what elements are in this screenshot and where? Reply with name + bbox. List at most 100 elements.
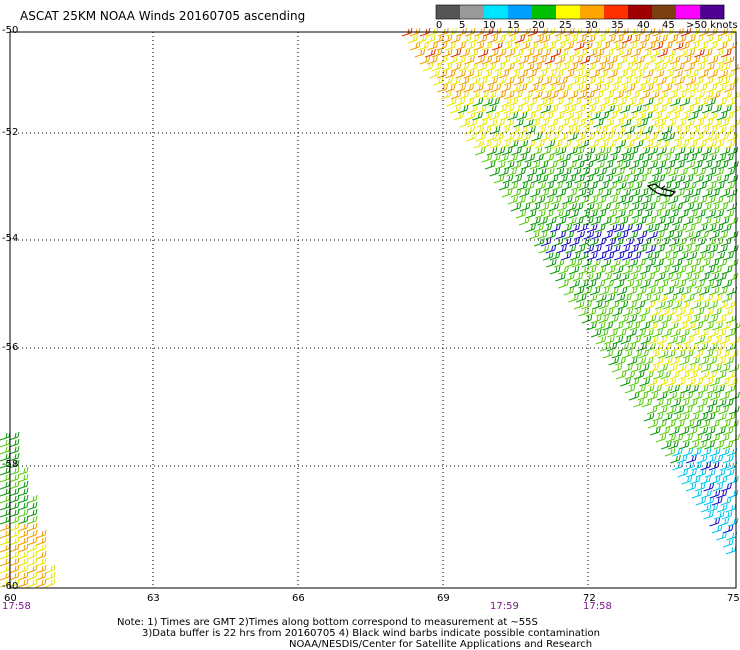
wind-barb [409, 41, 421, 51]
wind-barb [0, 550, 11, 560]
wind-barb [600, 258, 612, 268]
wind-barb [643, 370, 654, 380]
wind-barb [684, 62, 696, 72]
wind-barb [437, 83, 448, 93]
wind-barb [675, 34, 687, 44]
wind-barb [474, 146, 486, 156]
wind-barb [557, 76, 568, 86]
wind-barb [559, 62, 570, 72]
wind-barb [617, 216, 629, 226]
wind-barb [681, 314, 693, 324]
wind-barb [709, 419, 720, 429]
wind-barb [562, 195, 573, 205]
wind-barb [512, 132, 524, 142]
wind-barb [642, 83, 654, 93]
wind-barb [536, 69, 548, 79]
wind-barb [583, 244, 595, 254]
wind-barb [44, 564, 56, 574]
wind-barb [0, 438, 11, 448]
wind-barb [662, 384, 673, 394]
wind-barb [607, 69, 618, 79]
wind-barb [592, 90, 604, 100]
wind-barb [698, 97, 709, 107]
wind-barb [542, 111, 554, 121]
wind-barb [416, 34, 428, 44]
wind-barb [693, 174, 704, 184]
colorbar-swatch [676, 5, 701, 19]
wind-barb [641, 209, 653, 219]
wind-barb [498, 69, 510, 79]
wind-barb [495, 160, 506, 170]
wind-barb [546, 69, 557, 79]
wind-barb [531, 132, 543, 142]
wind-barb [675, 237, 687, 247]
wind-barb [609, 216, 621, 226]
wind-barb [531, 146, 543, 156]
wind-barb [627, 230, 639, 240]
wind-barb [672, 202, 683, 212]
wind-barb [526, 97, 538, 107]
wind-barb [534, 195, 546, 205]
wind-barb [517, 69, 528, 79]
wind-barb [510, 188, 522, 198]
wind-barb [529, 118, 541, 128]
wind-barb [647, 391, 659, 401]
wind-barb [590, 55, 601, 65]
wind-barb [728, 405, 740, 415]
wind-barb [507, 181, 519, 191]
wind-barb [450, 76, 461, 86]
wind-barb [654, 230, 665, 240]
wind-barb [626, 328, 637, 338]
wind-barb [503, 160, 515, 170]
wind-barb [0, 529, 11, 539]
wind-barb [705, 97, 716, 107]
wind-barb [17, 501, 29, 511]
wind-barb [594, 146, 606, 156]
wind-barb [535, 83, 546, 93]
wind-barb [527, 55, 538, 65]
wind-barb [425, 48, 436, 58]
wind-barb [613, 34, 624, 44]
wind-barb [644, 300, 656, 310]
wind-barb [640, 76, 651, 86]
wind-barb [569, 223, 581, 233]
wind-barb [581, 111, 593, 121]
wind-barb [442, 76, 454, 86]
colorbar-swatch [652, 5, 677, 19]
wind-barb [506, 167, 518, 177]
wind-barb [689, 272, 700, 282]
wind-barb [639, 321, 651, 331]
wind-barb [667, 363, 678, 373]
wind-barb [601, 272, 613, 282]
wind-barb [692, 377, 704, 387]
wind-barb [707, 244, 719, 254]
wind-barb [670, 328, 681, 338]
wind-barb [723, 153, 734, 163]
wind-barb [608, 314, 619, 324]
wind-barb [0, 557, 11, 567]
wind-barb [701, 146, 712, 156]
wind-barb [504, 62, 515, 72]
wind-barb [635, 111, 647, 121]
wind-barb [498, 167, 510, 177]
wind-barb [693, 118, 705, 128]
wind-barb [699, 419, 711, 429]
wind-barb [531, 62, 542, 72]
wind-barb [679, 41, 690, 51]
time-label: 17:58 [583, 601, 612, 612]
wind-barb [684, 293, 695, 303]
wind-barb [664, 447, 676, 457]
wind-barb [550, 48, 562, 58]
wind-barb [716, 41, 728, 51]
wind-barb [466, 132, 477, 142]
wind-barb [722, 524, 734, 534]
wind-barb [703, 307, 715, 317]
wind-barb [568, 293, 579, 303]
wind-barb [645, 342, 656, 352]
wind-barb [567, 90, 579, 100]
wind-barb [563, 41, 575, 51]
wind-barb [716, 272, 727, 282]
wind-barb [651, 384, 662, 394]
wind-barb [526, 167, 538, 177]
wind-barb [627, 272, 639, 282]
